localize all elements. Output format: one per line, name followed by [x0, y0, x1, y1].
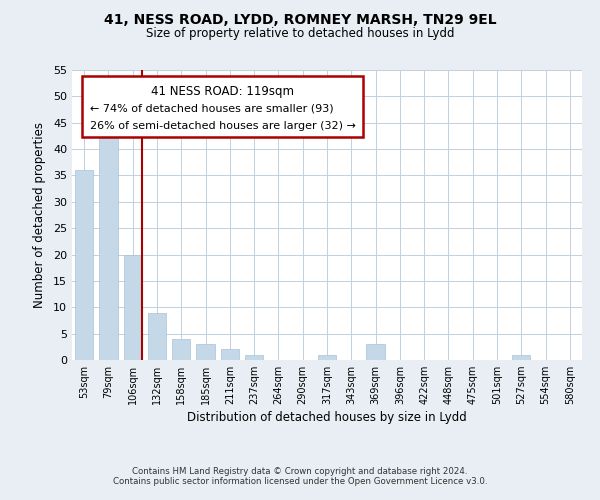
Bar [512, 354, 530, 360]
FancyBboxPatch shape [82, 76, 363, 136]
Bar [196, 344, 215, 360]
Text: 41, NESS ROAD, LYDD, ROMNEY MARSH, TN29 9EL: 41, NESS ROAD, LYDD, ROMNEY MARSH, TN29 … [104, 12, 496, 26]
Text: Size of property relative to detached houses in Lydd: Size of property relative to detached ho… [146, 28, 454, 40]
Text: Contains public sector information licensed under the Open Government Licence v3: Contains public sector information licen… [113, 477, 487, 486]
Bar [124, 254, 142, 360]
Bar [100, 122, 118, 360]
Y-axis label: Number of detached properties: Number of detached properties [33, 122, 46, 308]
Text: 26% of semi-detached houses are larger (32) →: 26% of semi-detached houses are larger (… [90, 120, 356, 130]
Text: ← 74% of detached houses are smaller (93): ← 74% of detached houses are smaller (93… [90, 104, 334, 114]
Text: 41 NESS ROAD: 119sqm: 41 NESS ROAD: 119sqm [151, 84, 294, 98]
X-axis label: Distribution of detached houses by size in Lydd: Distribution of detached houses by size … [187, 412, 467, 424]
Bar [172, 339, 190, 360]
Bar [148, 312, 166, 360]
Bar [221, 350, 239, 360]
Bar [318, 354, 336, 360]
Bar [245, 354, 263, 360]
Bar [367, 344, 385, 360]
Bar [75, 170, 93, 360]
Text: Contains HM Land Registry data © Crown copyright and database right 2024.: Contains HM Land Registry data © Crown c… [132, 467, 468, 476]
